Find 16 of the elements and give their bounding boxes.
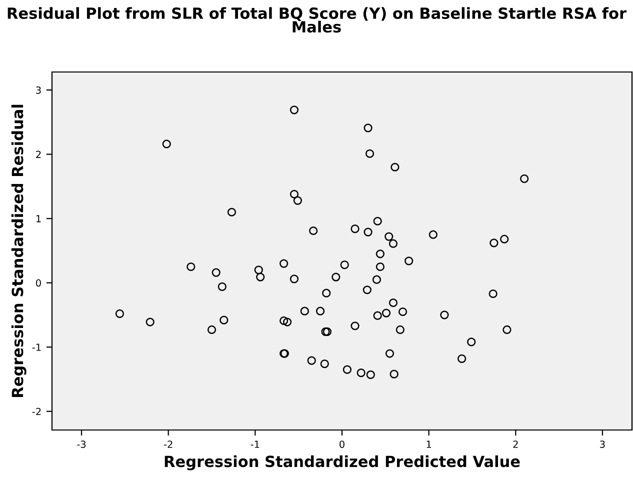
y-tick-label: 1 [36, 215, 41, 222]
x-tick-label: 3 [600, 440, 605, 448]
y-tick-label: 0 [36, 279, 41, 287]
y-tick-label: -1 [32, 344, 41, 351]
x-axis-title: Regression Standardized Predicted Value [164, 455, 520, 470]
chart-title: Residual Plot from SLR of Total BQ Score (Y) on Baseline Startle RSA for Males [8, 7, 627, 33]
y-axis-title: Regression Standardized Residual [11, 104, 26, 398]
x-tick-label: 1 [426, 440, 432, 448]
y-tick-label: 3 [36, 86, 41, 94]
x-tick-label: -1 [250, 440, 260, 448]
x-tick-label: -3 [77, 440, 86, 448]
y-tick-label: -2 [32, 408, 41, 416]
y-tick-label: 2 [36, 150, 41, 158]
x-tick-label: 2 [513, 440, 518, 448]
x-tick-label: -2 [164, 440, 172, 448]
x-tick-label: 0 [340, 440, 344, 448]
